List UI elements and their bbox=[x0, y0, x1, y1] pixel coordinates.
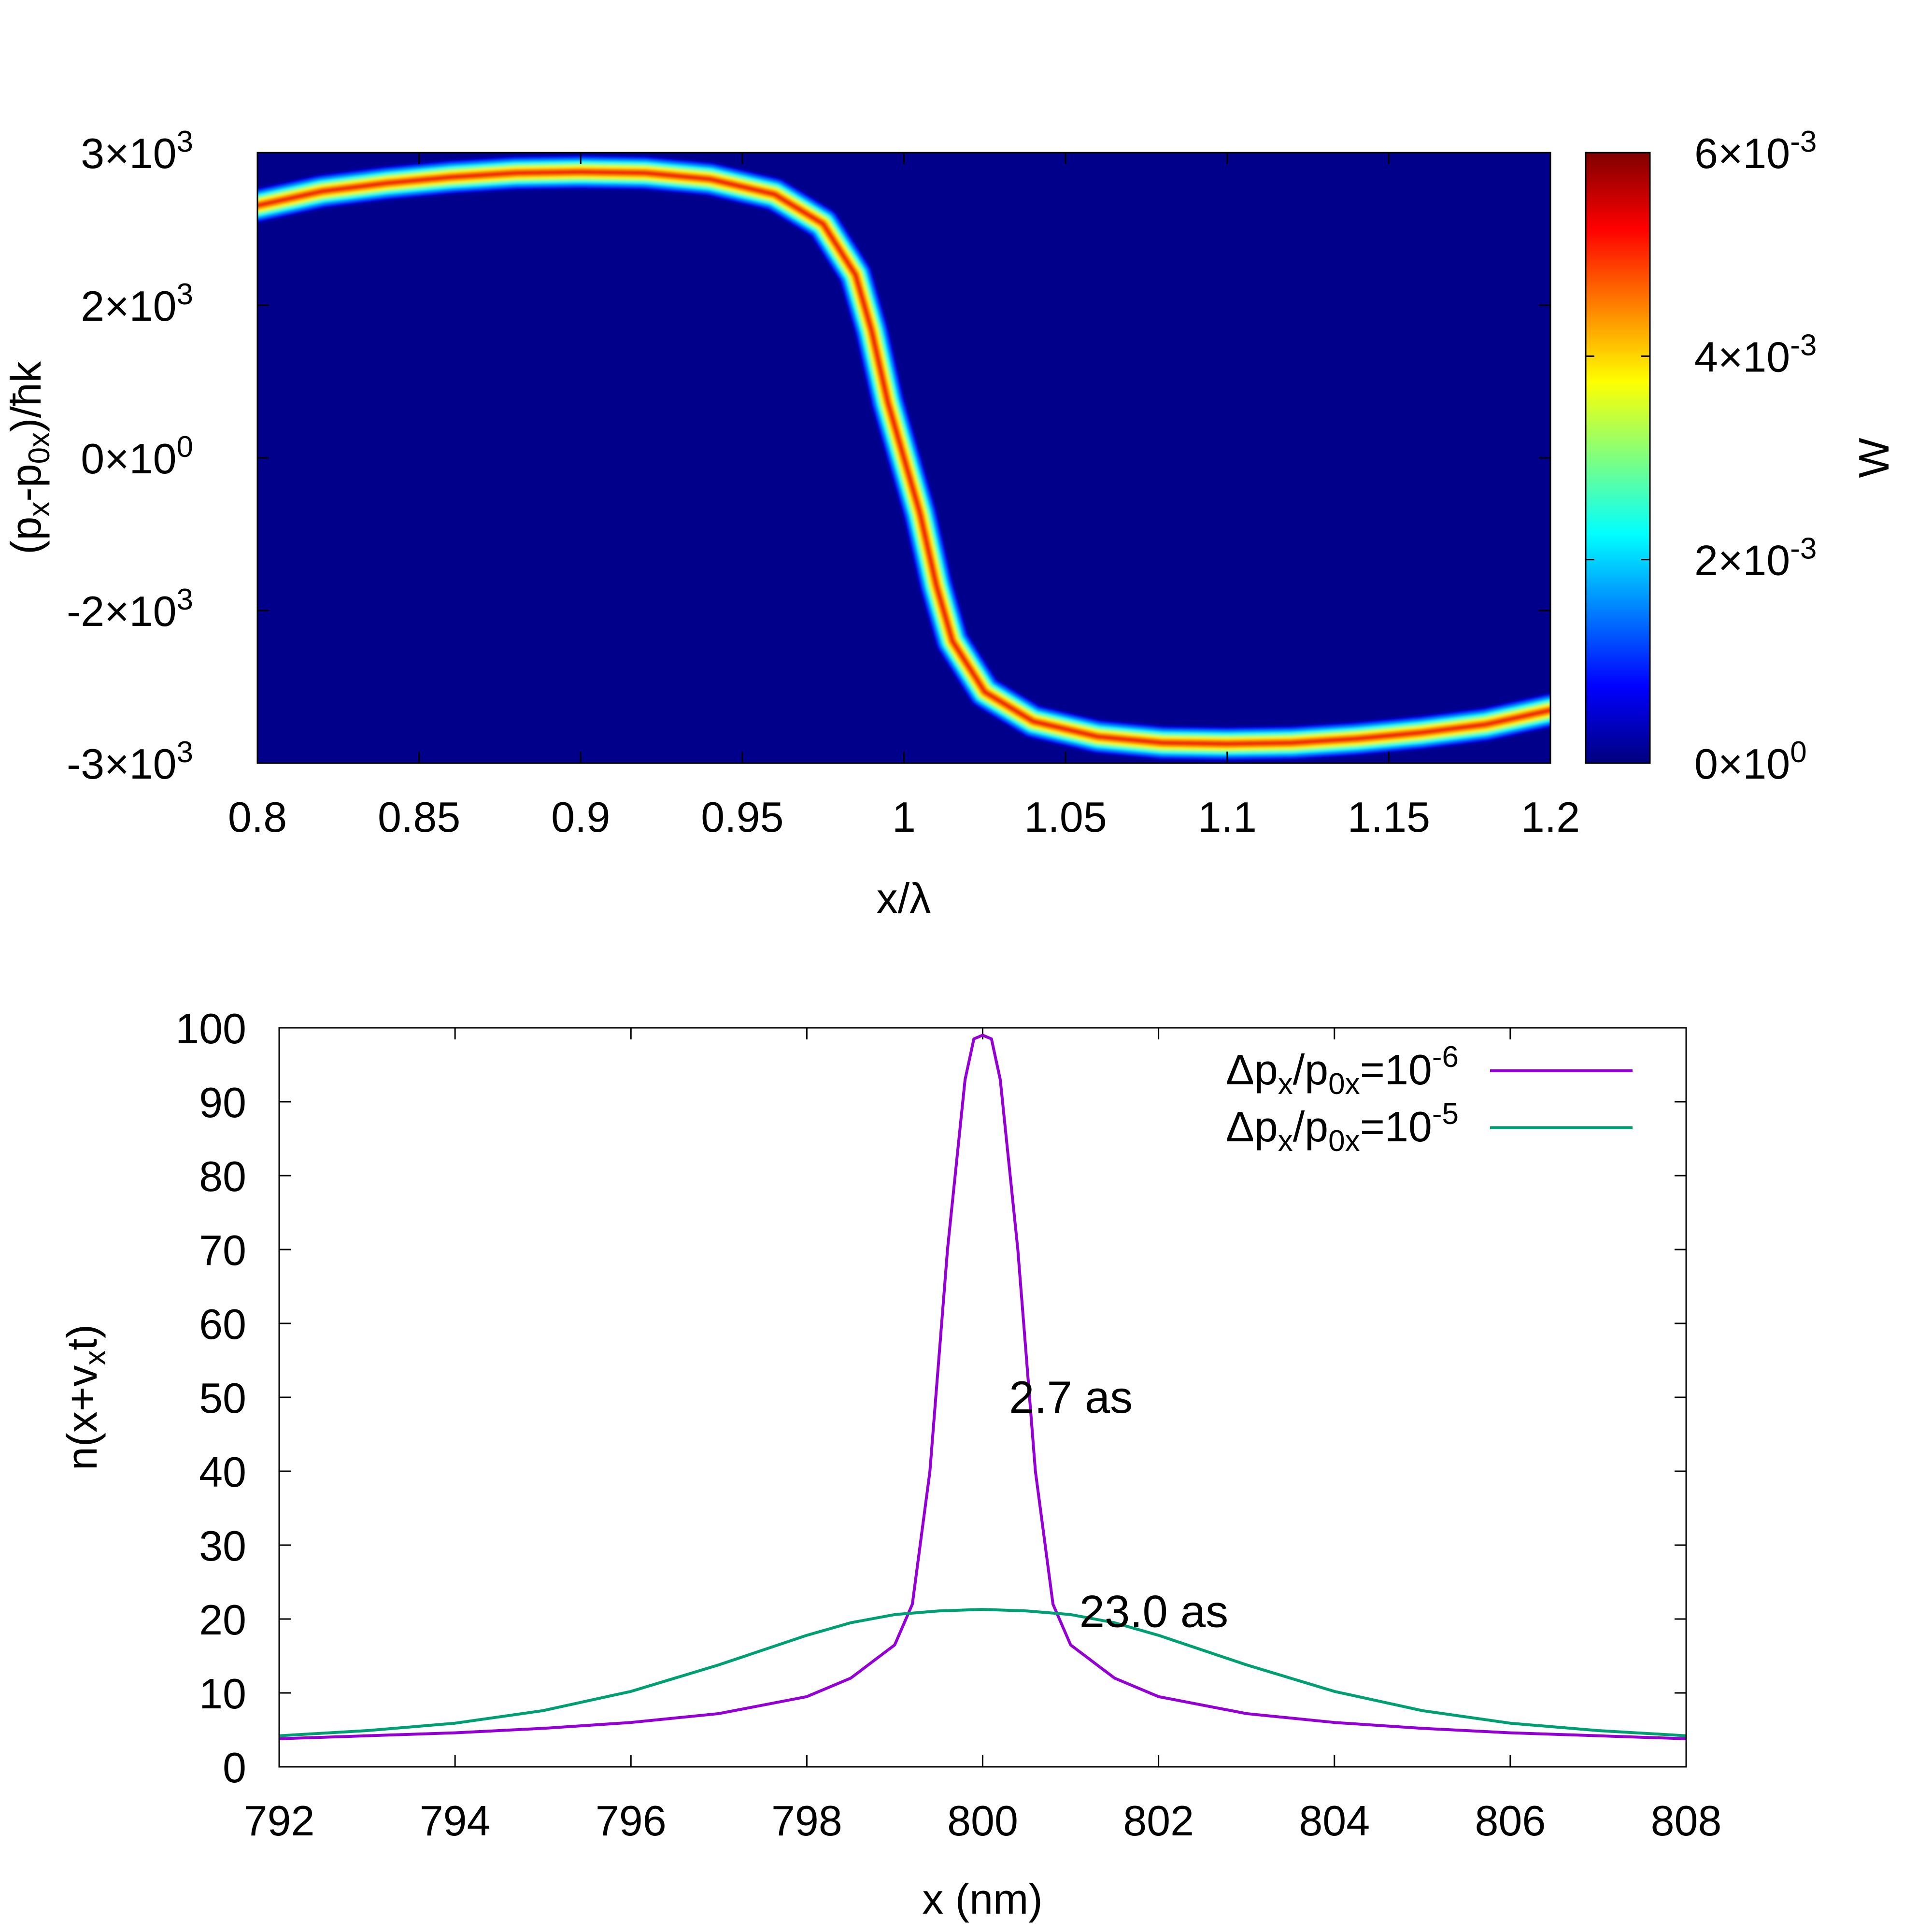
colorbar-tick-labels: 6×10-3 4×10-3 2×10-3 0×100 bbox=[1694, 125, 1817, 788]
heatmap-ridge bbox=[257, 156, 1550, 760]
heatmap-y-tick-label: -2×103 bbox=[67, 583, 193, 635]
heatmap-y-axis-label: (px-p0x)/ħk bbox=[2, 361, 56, 554]
annotation-0: 2.7 as bbox=[1009, 1372, 1133, 1422]
line-chart-y-tick-label: 80 bbox=[199, 1152, 246, 1200]
heatmap-x-tick-label: 0.95 bbox=[701, 793, 783, 841]
heatmap-x-tick-label: 1 bbox=[892, 793, 916, 841]
line-chart-x-tick-label: 796 bbox=[596, 1797, 667, 1845]
line-chart-x-tick-label: 808 bbox=[1651, 1797, 1722, 1845]
heatmap-y-tick-label: -3×103 bbox=[67, 736, 193, 788]
line-chart-y-axis-label: n(x+vxt) bbox=[58, 1324, 112, 1470]
heatmap-x-tick-labels: 0.8 0.85 0.9 0.95 1 1.05 1.1 1.15 1.2 bbox=[228, 793, 1580, 841]
line-chart-series bbox=[279, 1034, 1687, 1740]
colorbar-tick-label: 0×100 bbox=[1694, 736, 1807, 788]
line-chart-frame bbox=[278, 1027, 1687, 1768]
heatmap-x-tick-label: 1.1 bbox=[1198, 793, 1257, 841]
line-chart-y-tick-labels: 0 10 20 30 40 50 60 70 80 90 100 bbox=[175, 1005, 246, 1791]
annotation-1: 23.0 as bbox=[1080, 1586, 1228, 1637]
line-chart-x-tick-label: 794 bbox=[420, 1797, 491, 1845]
line-series-1 bbox=[279, 1608, 1687, 1737]
heatmap-y-tick-label: 2×103 bbox=[81, 278, 193, 330]
colorbar-label: W bbox=[1850, 438, 1898, 478]
legend-label-0: Δpx/p0x=10-6 bbox=[1226, 1040, 1459, 1101]
line-chart-y-tick-label: 10 bbox=[199, 1670, 246, 1718]
heatmap-y-tick-labels: 3×103 2×103 0×100 -2×103 -3×103 bbox=[67, 125, 193, 788]
legend-label-1: Δpx/p0x=10-5 bbox=[1226, 1097, 1459, 1158]
svg-text:(px-p0x)/ħk: (px-p0x)/ħk bbox=[2, 361, 56, 554]
line-chart-y-tick-label: 100 bbox=[175, 1005, 246, 1052]
line-chart-plot-area bbox=[279, 1028, 1686, 1767]
line-chart-x-tick-label: 802 bbox=[1123, 1797, 1194, 1845]
line-chart-y-tick-label: 50 bbox=[199, 1374, 246, 1422]
line-chart-x-tick-label: 804 bbox=[1299, 1797, 1370, 1845]
svg-text:n(x+vxt): n(x+vxt) bbox=[58, 1324, 112, 1470]
line-chart-y-tick-label: 20 bbox=[199, 1596, 246, 1644]
line-chart-annotations: 2.7 as 23.0 as bbox=[1009, 1372, 1228, 1637]
colorbar-tick-label: 4×10-3 bbox=[1694, 328, 1817, 381]
heatmap-y-tick-label: 0×100 bbox=[81, 430, 193, 483]
line-series-0 bbox=[279, 1034, 1687, 1740]
heatmap-x-tick-label: 0.9 bbox=[551, 793, 610, 841]
heatmap-x-tick-label: 1.15 bbox=[1348, 793, 1430, 841]
heatmap-frame bbox=[256, 152, 1551, 764]
colorbar-tick-label: 2×10-3 bbox=[1694, 532, 1817, 584]
line-chart-y-tick-label: 90 bbox=[199, 1079, 246, 1126]
line-chart-y-tick-label: 0 bbox=[223, 1744, 246, 1791]
heatmap-x-tick-label: 0.8 bbox=[228, 793, 287, 841]
heatmap-x-tick-label: 1.2 bbox=[1521, 793, 1580, 841]
line-chart-x-tick-label: 800 bbox=[947, 1797, 1018, 1845]
line-chart-x-tick-label: 806 bbox=[1475, 1797, 1546, 1845]
colorbar-ticks bbox=[1586, 152, 1650, 764]
line-chart-y-tick-label: 70 bbox=[199, 1226, 246, 1274]
ridge-band-6 bbox=[257, 170, 1550, 746]
line-chart-x-axis-label: x (nm) bbox=[922, 1875, 1042, 1923]
line-chart-y-tick-label: 40 bbox=[199, 1448, 246, 1496]
colorbar-tick-label: 6×10-3 bbox=[1694, 125, 1817, 177]
heatmap-x-tick-label: 1.05 bbox=[1024, 793, 1107, 841]
line-chart-ticks bbox=[278, 1027, 1687, 1768]
colorbar bbox=[1585, 152, 1651, 764]
heatmap-y-tick-label: 3×103 bbox=[81, 125, 193, 177]
line-chart-x-tick-label: 798 bbox=[771, 1797, 842, 1845]
heatmap-x-tick-label: 0.85 bbox=[378, 793, 460, 841]
line-chart-y-tick-label: 30 bbox=[199, 1522, 246, 1570]
heatmap-x-axis-label: x/λ bbox=[877, 874, 931, 922]
line-chart-y-tick-label: 60 bbox=[199, 1300, 246, 1348]
line-chart-x-tick-label: 792 bbox=[244, 1797, 315, 1845]
line-chart-x-tick-labels: 792 794 796 798 800 802 804 806 808 bbox=[244, 1797, 1722, 1845]
heatmap-panel: 0.8 0.85 0.9 0.95 1 1.05 1.1 1.15 1.2 3×103 2×103… bbox=[2, 125, 1898, 922]
line-chart-panel: 792 794 796 798 800 802 804 806 808 0 10 20 30 40 50 6… bbox=[58, 1005, 1721, 1923]
